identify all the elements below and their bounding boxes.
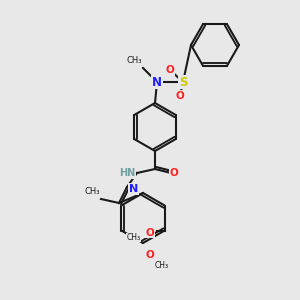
Text: CH₃: CH₃ xyxy=(127,56,142,65)
Text: O: O xyxy=(176,91,184,101)
Text: O: O xyxy=(145,227,154,238)
Text: N: N xyxy=(152,76,162,88)
Text: O: O xyxy=(146,250,154,260)
Text: N: N xyxy=(129,184,138,194)
Text: S: S xyxy=(179,76,187,88)
Text: CH₃: CH₃ xyxy=(127,233,141,242)
Text: CH₃: CH₃ xyxy=(155,260,169,269)
Text: HN: HN xyxy=(119,168,135,178)
Text: O: O xyxy=(166,65,174,75)
Text: O: O xyxy=(169,168,178,178)
Text: CH₃: CH₃ xyxy=(85,187,100,196)
